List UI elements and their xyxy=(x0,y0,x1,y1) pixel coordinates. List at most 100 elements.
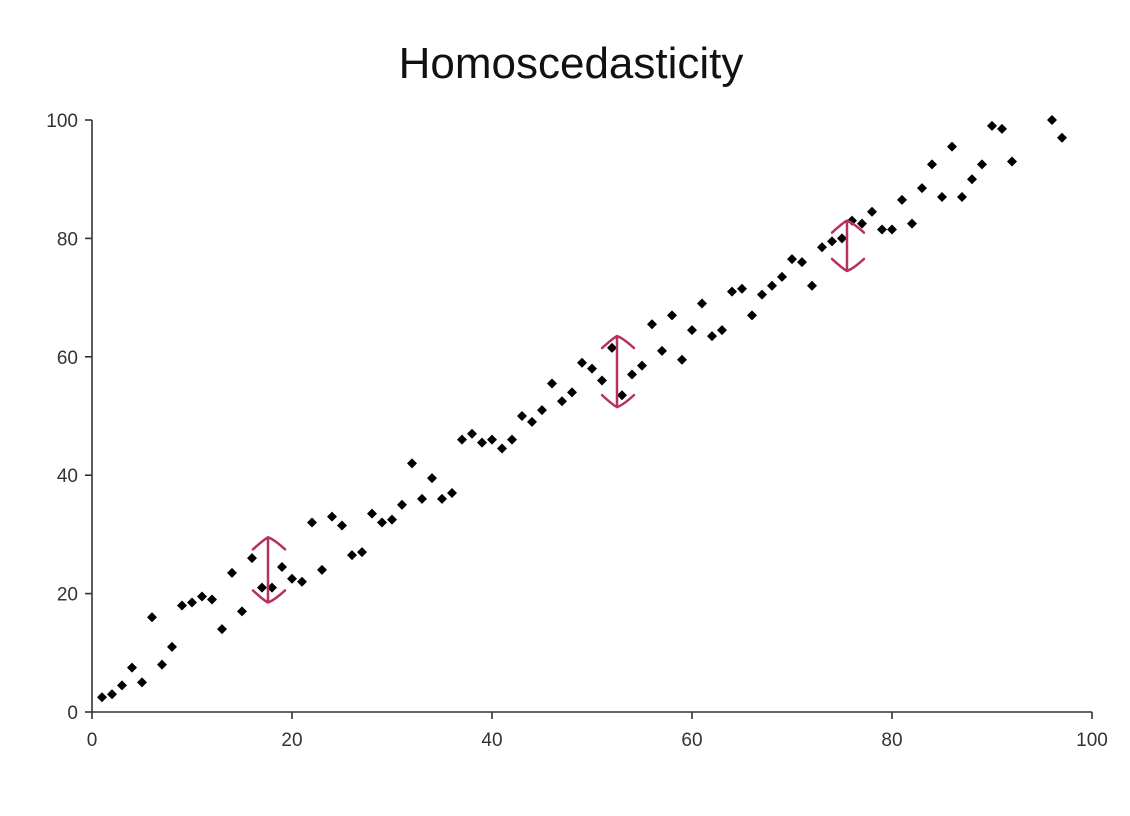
data-point xyxy=(627,369,637,380)
data-point xyxy=(937,191,947,202)
data-point xyxy=(127,662,137,673)
double-arrow-annotation xyxy=(600,334,636,409)
data-point xyxy=(737,283,747,294)
data-point xyxy=(117,680,127,691)
data-point xyxy=(147,612,157,623)
data-point xyxy=(157,659,167,670)
y-tick-label: 20 xyxy=(57,585,78,606)
data-point xyxy=(697,298,707,309)
x-tick-label: 60 xyxy=(681,730,702,751)
data-point xyxy=(167,641,177,652)
data-point xyxy=(437,493,447,504)
y-tick-label: 40 xyxy=(57,466,78,487)
data-point xyxy=(327,511,337,522)
double-arrow-annotation xyxy=(251,536,287,604)
data-point xyxy=(617,390,627,401)
data-point xyxy=(287,573,297,584)
arrow-head-up xyxy=(251,536,287,551)
x-tick-label: 100 xyxy=(1076,730,1108,751)
data-point xyxy=(357,547,367,558)
arrow-head-up xyxy=(830,219,866,234)
data-point xyxy=(367,508,377,519)
data-point xyxy=(527,416,537,427)
data-point xyxy=(667,310,677,321)
data-point xyxy=(607,342,617,353)
data-point xyxy=(237,606,247,617)
data-point xyxy=(557,396,567,407)
data-point xyxy=(1047,115,1057,125)
data-point xyxy=(407,458,417,469)
data-point xyxy=(507,434,517,445)
data-point xyxy=(447,487,457,498)
data-point xyxy=(837,233,847,244)
arrow-head-down xyxy=(830,257,866,273)
data-point xyxy=(457,434,467,445)
data-point xyxy=(977,159,987,170)
data-point xyxy=(217,624,227,635)
y-tick-label: 0 xyxy=(67,703,78,724)
data-point xyxy=(187,597,197,608)
data-point xyxy=(1007,156,1017,167)
data-point xyxy=(677,354,687,365)
data-point xyxy=(657,345,667,356)
data-point xyxy=(227,567,237,578)
data-points xyxy=(97,115,1067,703)
data-point xyxy=(827,236,837,247)
data-point xyxy=(707,331,717,342)
double-arrow-annotation xyxy=(830,219,866,273)
x-tick-label: 40 xyxy=(481,730,502,751)
data-point xyxy=(417,493,427,504)
data-point xyxy=(917,183,927,194)
data-point xyxy=(387,514,397,525)
data-point xyxy=(567,387,577,398)
data-point xyxy=(927,159,937,170)
data-point xyxy=(877,224,887,235)
arrow-head-down xyxy=(600,393,636,409)
data-point xyxy=(497,443,507,454)
data-point xyxy=(487,434,497,445)
data-point xyxy=(477,437,487,448)
arrow-head-down xyxy=(251,589,287,604)
data-point xyxy=(257,582,267,593)
data-point xyxy=(347,550,357,561)
data-point xyxy=(907,218,917,229)
x-tick-label: 80 xyxy=(881,730,902,751)
data-point xyxy=(577,357,587,368)
y-tick-label: 100 xyxy=(46,111,78,132)
data-point xyxy=(637,360,647,371)
data-point xyxy=(337,520,347,531)
y-tick-label: 80 xyxy=(57,229,78,250)
data-point xyxy=(1057,132,1067,143)
data-point xyxy=(997,123,1007,134)
axes: 0 20 40 60 80 100 0 20 40 60 80 100 xyxy=(46,111,1108,751)
data-point xyxy=(267,582,277,593)
data-point xyxy=(97,692,107,703)
data-point xyxy=(967,174,977,185)
data-point xyxy=(467,428,477,439)
data-point xyxy=(397,499,407,510)
data-point xyxy=(537,405,547,416)
data-point xyxy=(987,120,997,131)
data-point xyxy=(517,411,527,421)
data-point xyxy=(717,325,727,336)
data-point xyxy=(597,375,607,386)
data-point xyxy=(847,215,857,226)
data-point xyxy=(297,576,307,587)
data-point xyxy=(807,280,817,291)
data-point xyxy=(727,286,737,297)
data-point xyxy=(547,378,557,389)
annotations xyxy=(251,219,866,604)
data-point xyxy=(107,689,117,700)
x-tick-label: 20 xyxy=(281,730,302,751)
data-point xyxy=(897,194,907,205)
data-point xyxy=(317,564,327,575)
y-tick-label: 60 xyxy=(57,348,78,369)
data-point xyxy=(767,280,777,291)
chart-title: Homoscedasticity xyxy=(399,39,744,88)
data-point xyxy=(747,310,757,321)
data-point xyxy=(957,191,967,202)
data-point xyxy=(857,218,867,229)
data-point xyxy=(947,141,957,152)
data-point xyxy=(777,271,787,282)
